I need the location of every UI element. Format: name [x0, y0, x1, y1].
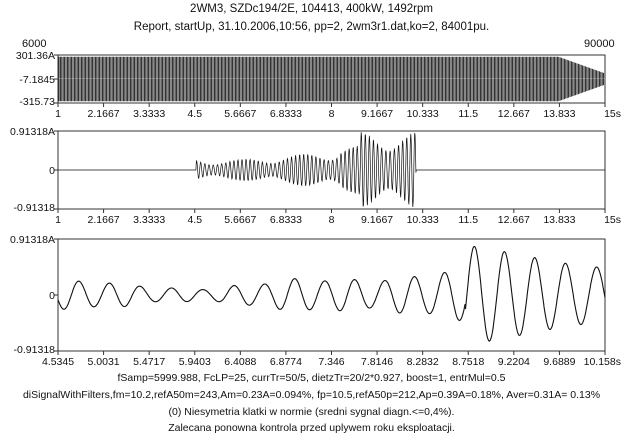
filtered-zoom-xtick-label: 5.4717	[133, 356, 165, 368]
filtered-overview-xtick-label: 13.833	[543, 214, 575, 226]
filtered-zoom-xtick-label: 5.0031	[88, 356, 120, 368]
filtered-zoom-xtick-label: 6.8774	[270, 356, 302, 368]
filtered-overview-ytick-label: -0.91318	[14, 202, 56, 214]
filtered-zoom-signal-trace	[57, 245, 606, 342]
full-run-xtick-label: 4.5	[187, 108, 202, 120]
full-run-xtick-label: 12.667	[498, 108, 530, 120]
full-run-xtick-label: 6.8333	[270, 108, 302, 120]
filtered-overview-xtick-label: 9.1667	[361, 214, 393, 226]
filtered-overview-signal-trace	[58, 132, 605, 208]
filtered-overview-xtick-label: 11.5	[458, 214, 478, 226]
filtered-overview-xtick-label: 3.3333	[133, 214, 165, 226]
full-run-xtick-label: 10.333	[407, 108, 439, 120]
filtered-zoom-xtick-label: 9.2204	[498, 356, 530, 368]
full-run-ytick-label: -7.1845	[19, 74, 55, 86]
sample-start-label: 6000	[22, 38, 47, 50]
filtered-zoom-xtick-label: 7.8146	[361, 356, 393, 368]
filtered-overview-ytick-label: 0.91318A	[10, 126, 55, 138]
filtered-zoom-xtick-label: 6.4088	[224, 356, 256, 368]
filtered-zoom-xtick-label: 5.9403	[179, 356, 211, 368]
footer-diagnosis: (0) Niesymetria klatki w normie (sredni …	[168, 406, 455, 418]
report-subtitle: Report, startUp, 31.10.2006,10:56, pp=2,…	[133, 21, 490, 33]
footer-recommendation: Zalecana ponowna kontrola przed uplywem …	[168, 422, 455, 434]
filtered-zoom-xtick-label: 10.158s	[584, 356, 621, 368]
sample-end-label: 90000	[584, 38, 615, 50]
filtered-overview-xtick-label: 12.667	[498, 214, 530, 226]
filtered-zoom-xtick-label: 7.346	[318, 356, 344, 368]
full-run-xtick-label: 13.833	[543, 108, 575, 120]
filtered-overview-ytick-label: 0	[49, 165, 55, 177]
filtered-zoom-ytick-label: 0.91318A	[10, 234, 55, 246]
full-run-xtick-label: 1	[55, 108, 61, 120]
filtered-zoom-plot-frame	[57, 238, 606, 352]
filtered-overview-xtick-label: 1	[55, 214, 61, 226]
full-run-xtick-label: 3.3333	[133, 108, 165, 120]
filtered-zoom-ytick-label: -0.91318	[14, 344, 56, 356]
filtered-overview-xtick-label: 5.6667	[224, 214, 256, 226]
filtered-zoom-xtick-label: 8.2832	[407, 356, 439, 368]
filtered-zoom-xtick-label: 4.5345	[42, 356, 74, 368]
filtered-overview-xtick-label: 8	[329, 214, 335, 226]
filtered-overview-xtick-label: 2.1667	[88, 214, 120, 226]
filtered-zoom-xtick-label: 9.6889	[543, 356, 575, 368]
full-run-ytick-label: 301.36A	[16, 50, 55, 62]
report-title: 2WM3, SZDc194/2E, 104413, 400kW, 1492rpm	[190, 3, 433, 15]
filtered-overview-xtick-label: 15s	[604, 214, 621, 226]
full-run-signal-trace	[58, 56, 605, 102]
full-run-xtick-label: 8	[329, 108, 335, 120]
full-run-xtick-label: 5.6667	[224, 108, 256, 120]
full-run-xtick-label: 11.5	[458, 108, 478, 120]
filtered-overview-xtick-label: 4.5	[187, 214, 202, 226]
footer-signal-summary: diSignalWithFilters,fm=10.2,refA50m=243,…	[22, 389, 601, 401]
full-run-xtick-label: 9.1667	[361, 108, 393, 120]
full-run-ytick-label: -315.73	[19, 96, 55, 108]
full-run-xtick-label: 15s	[604, 108, 621, 120]
footer-params: fSamp=5999.988, FcLP=25, currTr=50/5, di…	[117, 372, 506, 384]
full-run-xtick-label: 2.1667	[88, 108, 120, 120]
filtered-zoom-ytick-label: 0	[49, 290, 55, 302]
filtered-overview-xtick-label: 10.333	[407, 214, 439, 226]
filtered-zoom-xtick-label: 8.7518	[452, 356, 484, 368]
filtered-overview-xtick-label: 6.8333	[270, 214, 302, 226]
